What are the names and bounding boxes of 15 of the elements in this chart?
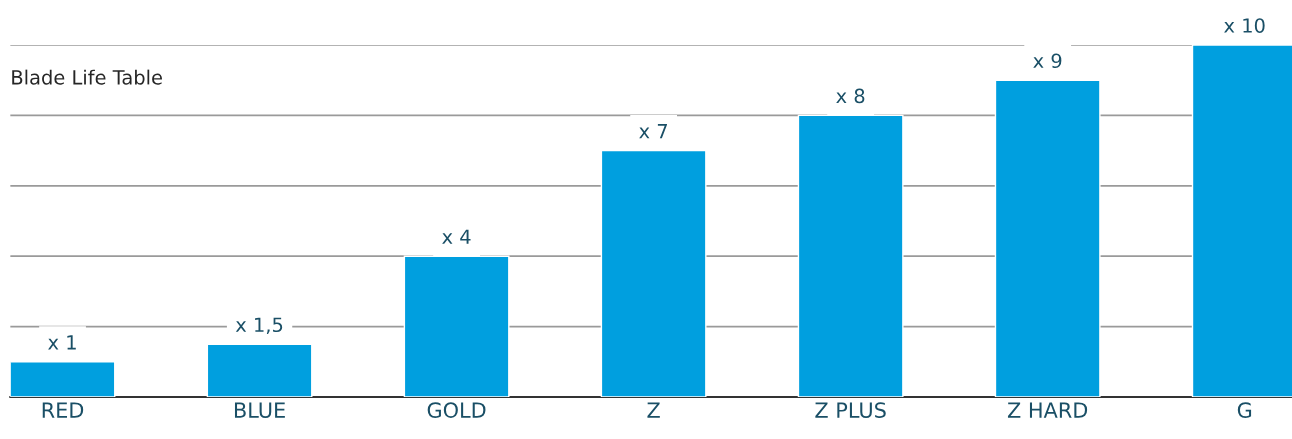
x-tick-label: Z	[647, 402, 660, 418]
x-tick-label: Z PLUS	[815, 402, 886, 418]
x-tick-label: Z HARD	[1007, 402, 1088, 418]
x-tick-label: BLUE	[234, 402, 285, 418]
data-label: x 9	[1033, 53, 1062, 69]
data-label: x 10	[1224, 18, 1265, 33]
data-label: x 1	[48, 335, 76, 350]
x-tick-label: RED	[42, 402, 84, 418]
data-label: x 4	[442, 229, 471, 244]
data-label: x 8	[836, 88, 865, 104]
data-label: x 1,5	[235, 317, 283, 335]
x-tick-label: GOLD	[427, 402, 486, 418]
data-label: x 7	[639, 124, 667, 139]
x-tick-label: G	[1237, 402, 1252, 418]
text: Blade Life Table	[12, 69, 162, 85]
